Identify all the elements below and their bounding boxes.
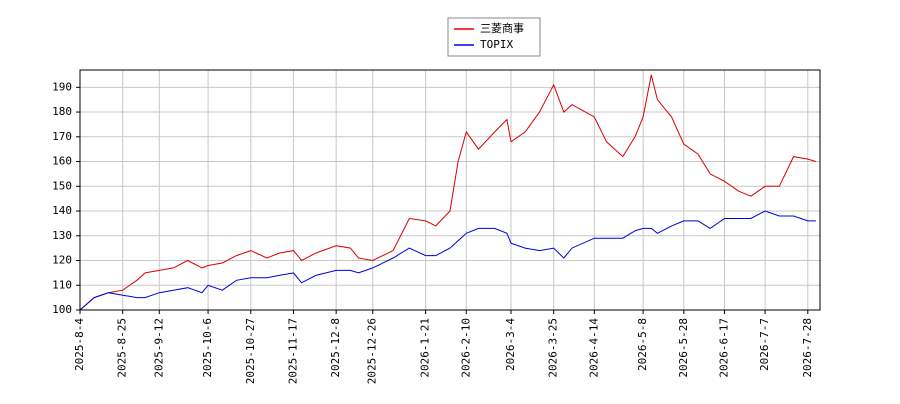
y-tick-label: 160 — [52, 155, 72, 168]
y-tick-label: 180 — [52, 105, 72, 118]
series-line — [79, 210, 816, 311]
x-tick-label: 2026-7-7 — [758, 318, 771, 371]
y-tick-label: 150 — [52, 179, 72, 192]
series-line — [79, 74, 817, 311]
legend: 三菱商事 TOPIX — [454, 21, 524, 51]
x-tick-label: 2026-1-21 — [419, 318, 432, 378]
x-tick-label: 2025-12-26 — [366, 318, 379, 384]
y-tick-label: 190 — [52, 80, 72, 93]
x-tick-label: 2026-5-8 — [636, 318, 649, 371]
x-tick-label: 2026-4-14 — [587, 318, 600, 378]
x-tick-label: 2025-10-27 — [244, 318, 257, 384]
x-tick-label: 2026-7-28 — [801, 318, 814, 378]
x-tick-label: 2025-12-8 — [329, 318, 342, 378]
plot-frame — [79, 69, 821, 311]
legend-label: TOPIX — [480, 38, 513, 51]
y-tick-label: 100 — [52, 303, 72, 316]
x-tick-label: 2026-3-4 — [504, 318, 517, 371]
x-tick-label: 2025-11-17 — [286, 318, 299, 384]
x-tick-label: 2026-3-25 — [547, 318, 560, 378]
x-tick-label: 2025-8-25 — [116, 318, 129, 378]
x-tick-label: 2026-5-28 — [677, 318, 690, 378]
y-tick-label: 110 — [52, 278, 72, 291]
y-tick-label: 130 — [52, 229, 72, 242]
x-tick-label: 2025-10-6 — [201, 318, 214, 378]
x-tick-label: 2026-2-10 — [459, 318, 472, 378]
legend-label: 三菱商事 — [480, 21, 524, 35]
y-tick-label: 120 — [52, 254, 72, 267]
y-tick-label: 170 — [52, 130, 72, 143]
legend-box — [447, 17, 541, 57]
y-tick-label: 140 — [52, 204, 72, 217]
x-tick-label: 2026-6-17 — [717, 318, 730, 378]
x-tick-label: 2025-8-4 — [73, 318, 86, 371]
x-tick-label: 2025-9-12 — [152, 318, 165, 378]
